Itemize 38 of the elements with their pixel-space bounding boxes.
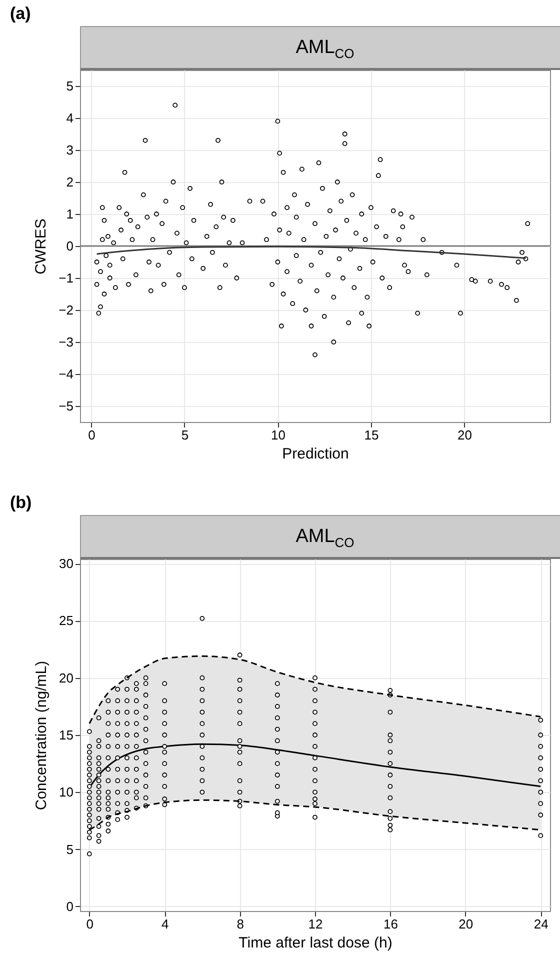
y-tick-label: −5: [58, 398, 74, 414]
x-tick-label: 8: [236, 916, 244, 932]
x-tick-label: 4: [161, 916, 169, 932]
y-tick-label: 0: [66, 898, 74, 914]
y-tick-label: 5: [66, 78, 74, 94]
y-tick-label: 5: [66, 842, 74, 857]
y-axis-title: Concentration (ng/mL): [33, 660, 50, 810]
x-tick-label: 16: [383, 916, 398, 932]
x-tick-label: 0: [86, 916, 94, 932]
chart-title: AML$_{CO}$: [80, 26, 560, 70]
text: (a): [10, 4, 31, 24]
y-tick-label: 30: [59, 556, 74, 572]
y-tick-label: 4: [66, 110, 74, 126]
x-tick-label: 15: [364, 428, 379, 442]
y-tick-label: 2: [66, 174, 74, 190]
y-tick-label: 10: [59, 784, 74, 800]
x-tick-label: 10: [270, 428, 286, 442]
y-tick-label: 1: [66, 206, 74, 222]
x-tick-label: 0: [88, 428, 96, 442]
y-tick-label: −4: [58, 366, 74, 382]
x-axis-title: Time after last dose (h): [238, 934, 392, 952]
y-tick-label: −1: [58, 270, 74, 286]
y-tick-label: −2: [58, 302, 74, 318]
text: (b): [10, 493, 32, 513]
x-tick-label: 20: [457, 428, 472, 442]
y-tick-label: 15: [59, 728, 74, 742]
x-tick-label: 5: [181, 428, 189, 442]
y-tick-label: 25: [59, 613, 74, 628]
chart-title: AML$_{CO}$: [80, 515, 560, 559]
x-tick-label: 24: [534, 916, 548, 932]
y-tick-label: 20: [59, 670, 74, 686]
x-tick-label: 12: [308, 916, 323, 932]
y-tick-label: 3: [66, 142, 74, 158]
x-tick-label: 20: [458, 916, 474, 932]
y-tick-label: 0: [66, 238, 74, 254]
y-tick-label: −3: [58, 334, 74, 350]
x-axis-title: Prediction: [282, 446, 349, 462]
y-axis-title: CWRES: [32, 218, 50, 274]
